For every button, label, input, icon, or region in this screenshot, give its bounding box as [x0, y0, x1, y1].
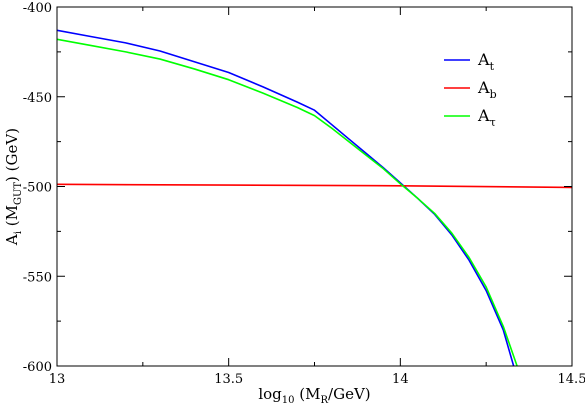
x-label-mid: (M: [295, 385, 321, 403]
series-layer: [57, 29, 572, 366]
x-label-base: log: [258, 385, 282, 403]
x-tick-label: 13: [49, 372, 66, 387]
series-line-A-2: [57, 38, 518, 366]
x-tick-label: 13.5: [214, 372, 243, 387]
y-axis-label: Ai (MGUT) (GeV): [3, 128, 24, 246]
series-line-At-0: [57, 29, 515, 366]
y-label-sub1: i: [13, 231, 24, 234]
y-tick-label: -550: [23, 270, 52, 285]
legend-label: Aτ: [477, 106, 496, 129]
x-label-sub1: 10: [282, 395, 295, 406]
y-label-sub2: GUT: [13, 182, 24, 205]
series-line-Ab-1: [57, 183, 572, 189]
x-tick-label: 14.5: [558, 372, 585, 387]
y-tick-label: -400: [23, 1, 52, 16]
y-tick-label: -600: [23, 360, 52, 375]
y-label-mid: (M: [3, 205, 21, 231]
legend: At Ab Aτ: [444, 50, 497, 129]
x-axis-label: log10 (MR/GeV): [258, 385, 370, 406]
x-label-tail: /GeV): [328, 385, 371, 403]
y-tick-label: -450: [23, 91, 52, 106]
y-label-base: A: [3, 234, 21, 246]
x-label-sub2: R: [321, 395, 329, 406]
legend-label: At: [477, 50, 495, 73]
ticks-layer: 13 13.5 14 14.5 -400 -450 -500 -550 -600: [23, 1, 585, 387]
legend-label: Ab: [477, 78, 497, 101]
x-tick-label: 14: [392, 372, 409, 387]
y-label-tail: ) (GeV): [3, 128, 21, 182]
y-tick-label: -500: [23, 181, 52, 196]
